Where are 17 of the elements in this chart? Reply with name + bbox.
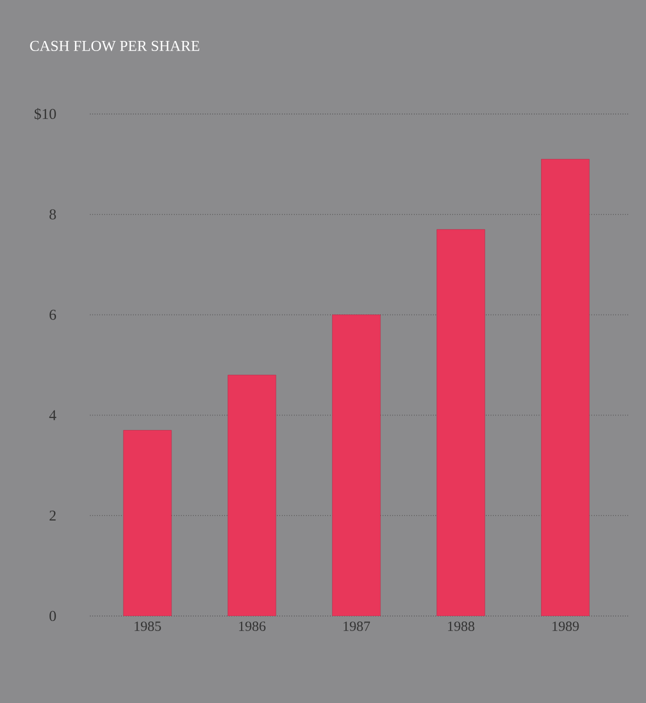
bar (332, 314, 381, 616)
x-tick-label: 1985 (134, 622, 161, 631)
y-tick-label: 0 (50, 610, 56, 622)
bar (123, 430, 172, 616)
y-tick-label: 4 (49, 410, 56, 420)
chart-title: CASH FLOW PER SHARE (30, 40, 200, 52)
x-tick-label: 1988 (448, 622, 474, 631)
y-tick-label: $10 (34, 108, 56, 120)
bar (541, 158, 590, 616)
bar (228, 374, 276, 616)
x-tick-label: 1987 (344, 622, 370, 631)
y-tick-label: 6 (50, 310, 56, 320)
x-tick-label: 1986 (239, 622, 266, 631)
y-tick-label: 2 (50, 510, 56, 521)
bar (436, 229, 486, 616)
x-tick-label: 1989 (552, 622, 579, 631)
y-tick-label: 8 (50, 209, 56, 220)
